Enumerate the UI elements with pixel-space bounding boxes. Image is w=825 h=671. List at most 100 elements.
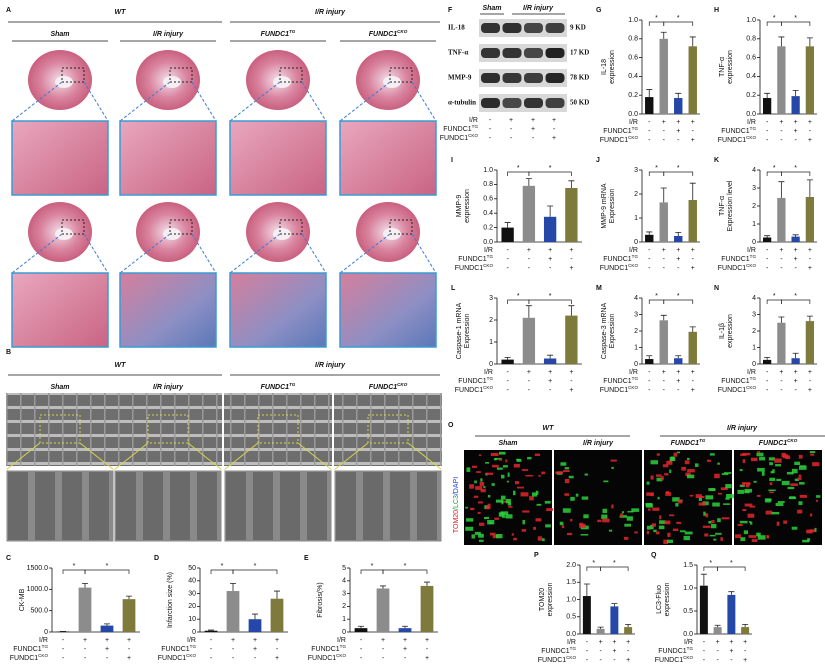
sarcomere (89, 472, 109, 540)
y-axis-label: expression (727, 50, 734, 84)
panel-letter: E (304, 555, 309, 562)
condition-sign: - (276, 646, 279, 653)
condition-sign: - (766, 387, 769, 394)
y-tick-label: 0.6 (746, 54, 756, 61)
bar (727, 594, 736, 634)
condition-label: I/R (484, 369, 493, 376)
blot-band (545, 73, 565, 83)
zoom-image (229, 120, 327, 196)
condition-sign: - (648, 128, 651, 135)
column-header-sup: CKO (397, 29, 408, 34)
fluor-signal (669, 469, 672, 474)
y-tick-label: 50 (188, 565, 196, 572)
fluor-signal (772, 469, 775, 474)
condition-label-sup: TG (687, 646, 694, 651)
panel-letter: P (534, 552, 539, 559)
condition-label-sup: CKO (38, 653, 48, 658)
condition-sign: + (569, 247, 573, 254)
error-bar (274, 590, 280, 599)
error-bar (646, 355, 653, 360)
condition-sign: - (506, 378, 509, 385)
y-tick-label: 10 (188, 616, 196, 623)
fluor-signal (514, 481, 519, 485)
error-bar (568, 180, 575, 188)
error-bar (806, 315, 813, 322)
column-header: FUNDC1CKO (369, 29, 408, 38)
significance-bracket (663, 21, 694, 26)
condition-label: FUNDC1TG (603, 376, 638, 385)
fluor-signal (511, 533, 514, 536)
condition-label: I/R (469, 117, 478, 124)
group-header: WT (115, 362, 127, 369)
significance-bracket (766, 299, 782, 304)
fluor-signal (769, 462, 773, 466)
bar (543, 358, 557, 364)
fluor-signal (475, 486, 483, 490)
condition-sign: + (569, 387, 573, 394)
condition-label: I/R (747, 369, 756, 376)
fluor-signal (794, 478, 799, 482)
column-header: FUNDC1CKO (369, 382, 408, 391)
y-axis-label: CK-MB (19, 588, 26, 611)
condition-sign: - (780, 137, 783, 144)
y-tick-label: 0.2 (746, 92, 756, 99)
significance-star: * (73, 563, 76, 570)
fluor-signal (541, 471, 546, 475)
fluor-signal (507, 502, 512, 506)
fluor-signal (499, 451, 506, 455)
significance-star: * (655, 15, 658, 22)
zoom-line (11, 81, 63, 122)
fluor-signal (602, 508, 608, 514)
condition-sign: + (676, 128, 680, 135)
fluor-signal (623, 536, 629, 540)
error-bar (778, 316, 785, 323)
fluor-signal (465, 506, 468, 509)
fluor-signal (786, 471, 794, 475)
bar (78, 587, 92, 632)
fluor-signal (501, 500, 504, 505)
fluor-signal (490, 452, 499, 456)
bar (565, 315, 578, 364)
em-image (6, 393, 114, 466)
zoom-line (79, 442, 115, 471)
fluor-signal (705, 513, 709, 518)
fluor-signal (655, 531, 660, 535)
fluor-signal (666, 460, 673, 465)
error-bar (402, 625, 408, 629)
fluor-signal (651, 523, 656, 527)
condition-label-sup: TG (632, 376, 639, 381)
significance-star: * (773, 15, 776, 22)
fluor-signal (810, 453, 815, 456)
condition-sign: + (253, 646, 257, 653)
fluor-signal (802, 539, 810, 543)
bar (645, 234, 654, 242)
zoom-line (229, 233, 281, 274)
fluor-signal (478, 454, 482, 456)
fluor-signal (705, 495, 714, 500)
condition-label: FUNDC1CKO (455, 385, 494, 394)
panel-letter: M (596, 285, 602, 292)
em-image (334, 393, 442, 466)
zoom-image (119, 272, 217, 348)
condition-sign: - (703, 648, 706, 655)
significance-star: * (794, 15, 797, 22)
blot-band (545, 23, 565, 33)
condition-sign: + (127, 637, 131, 644)
condition-label: I/R (629, 119, 638, 126)
significance-star: * (677, 15, 680, 22)
condition-label-sup: TG (340, 644, 347, 649)
condition-sign: - (809, 128, 812, 135)
fluor-signal (798, 454, 803, 459)
fluor-signal (659, 520, 666, 524)
y-tick-label: 0 (752, 361, 756, 368)
fluor-signal (505, 459, 508, 463)
significance-bracket (663, 171, 694, 176)
y-tick-label: 3 (342, 590, 346, 597)
condition-sign: - (128, 646, 131, 653)
error-bar (792, 90, 799, 97)
zoom-image (119, 120, 217, 196)
fluor-signal (620, 513, 623, 518)
condition-label-base: FUNDC1 (603, 256, 631, 263)
significance-bracket (717, 566, 746, 571)
condition-sign: + (794, 247, 798, 254)
